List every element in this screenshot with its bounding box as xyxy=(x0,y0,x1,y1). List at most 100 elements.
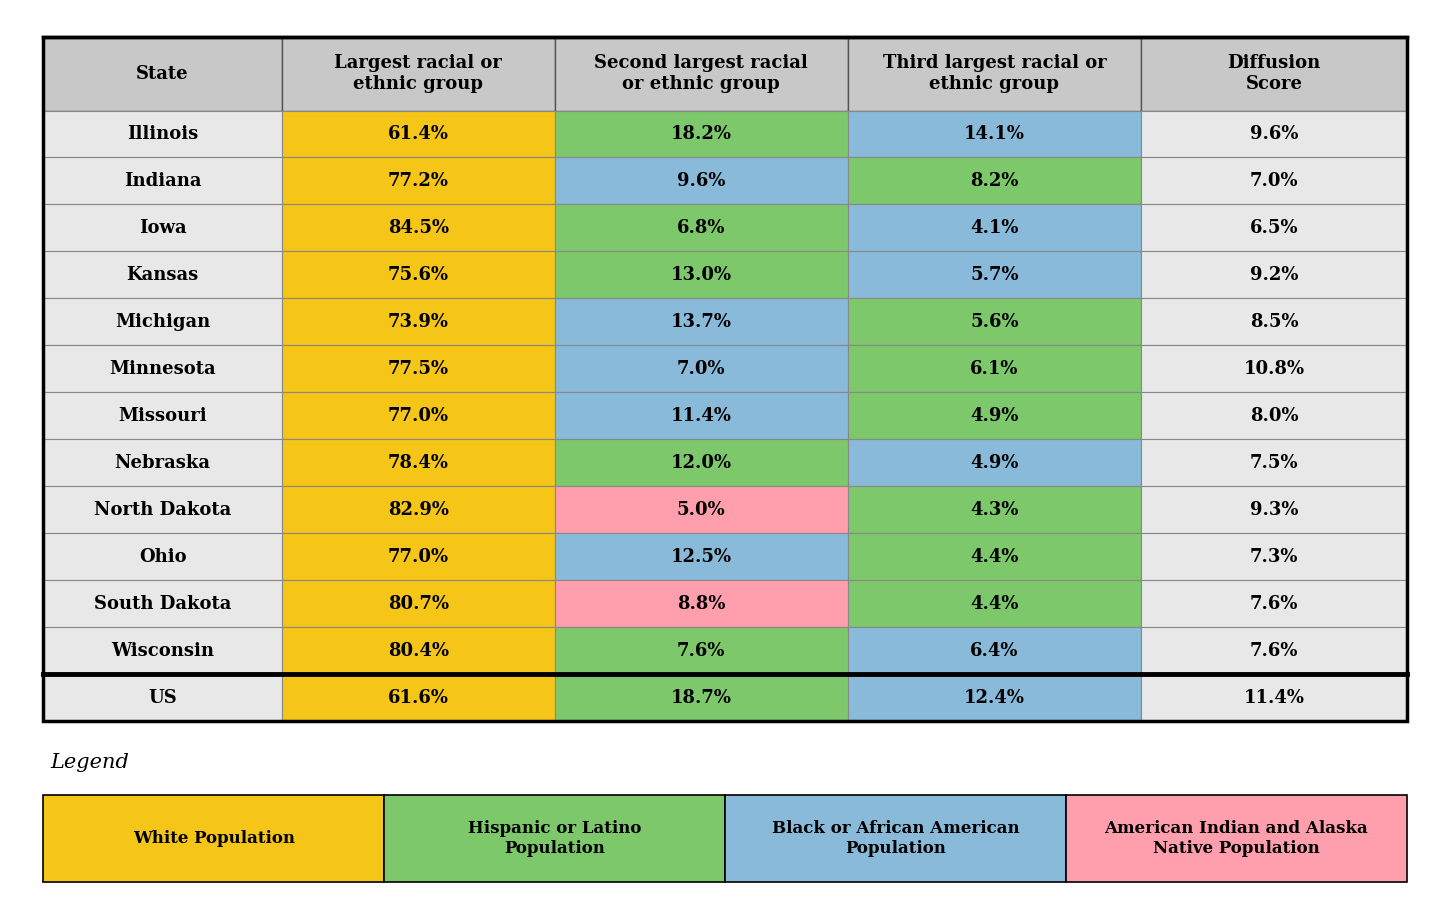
Text: Ohio: Ohio xyxy=(139,548,186,565)
Text: 18.7%: 18.7% xyxy=(671,689,732,706)
Bar xyxy=(554,392,848,439)
Text: 9.2%: 9.2% xyxy=(1250,266,1299,284)
Bar xyxy=(848,392,1141,439)
Bar xyxy=(43,345,281,392)
Text: 75.6%: 75.6% xyxy=(388,266,449,284)
Bar xyxy=(281,392,554,439)
Text: 5.0%: 5.0% xyxy=(677,501,726,519)
Bar xyxy=(848,251,1141,298)
Text: 80.4%: 80.4% xyxy=(388,642,449,659)
Bar xyxy=(43,439,281,486)
Text: 12.4%: 12.4% xyxy=(964,689,1025,706)
Bar xyxy=(1141,674,1407,721)
Bar xyxy=(1141,298,1407,345)
Bar xyxy=(1141,204,1407,251)
Text: 9.6%: 9.6% xyxy=(677,172,726,190)
Text: 80.7%: 80.7% xyxy=(388,595,449,612)
Text: 4.4%: 4.4% xyxy=(970,548,1019,565)
Text: 4.1%: 4.1% xyxy=(970,219,1019,237)
Text: 13.7%: 13.7% xyxy=(671,313,732,331)
Text: 6.1%: 6.1% xyxy=(970,360,1019,378)
Text: Michigan: Michigan xyxy=(115,313,211,331)
Text: 7.3%: 7.3% xyxy=(1250,548,1299,565)
Bar xyxy=(43,37,1407,721)
Bar xyxy=(1141,486,1407,533)
Bar xyxy=(43,533,281,580)
Text: US: US xyxy=(149,689,177,706)
Bar xyxy=(1141,37,1407,111)
Bar xyxy=(554,251,848,298)
Bar xyxy=(43,37,281,111)
Bar xyxy=(848,157,1141,204)
Text: Illinois: Illinois xyxy=(127,125,198,143)
Bar xyxy=(848,627,1141,674)
Text: Third largest racial or
ethnic group: Third largest racial or ethnic group xyxy=(883,54,1107,93)
Text: 11.4%: 11.4% xyxy=(1244,689,1304,706)
Text: 8.8%: 8.8% xyxy=(677,595,726,612)
Text: Nebraska: Nebraska xyxy=(114,454,211,472)
Bar xyxy=(848,674,1141,721)
Bar xyxy=(848,204,1141,251)
Bar xyxy=(848,111,1141,157)
Text: Missouri: Missouri xyxy=(118,407,206,425)
Text: 18.2%: 18.2% xyxy=(671,125,732,143)
Bar xyxy=(554,580,848,627)
Text: 8.0%: 8.0% xyxy=(1250,407,1299,425)
Text: Hispanic or Latino
Population: Hispanic or Latino Population xyxy=(468,821,641,857)
Bar xyxy=(848,37,1141,111)
Bar xyxy=(43,795,384,882)
Bar xyxy=(1141,580,1407,627)
Text: Largest racial or
ethnic group: Largest racial or ethnic group xyxy=(335,54,502,93)
Text: 10.8%: 10.8% xyxy=(1244,360,1304,378)
Text: Legend: Legend xyxy=(51,753,130,773)
Bar xyxy=(848,580,1141,627)
Bar xyxy=(43,251,281,298)
Bar xyxy=(554,627,848,674)
Text: 7.6%: 7.6% xyxy=(1250,642,1299,659)
Text: South Dakota: South Dakota xyxy=(94,595,231,612)
Bar xyxy=(554,486,848,533)
Text: Wisconsin: Wisconsin xyxy=(111,642,214,659)
Text: North Dakota: North Dakota xyxy=(94,501,231,519)
Bar xyxy=(43,627,281,674)
Text: 8.2%: 8.2% xyxy=(970,172,1019,190)
Bar xyxy=(554,37,848,111)
Bar xyxy=(281,345,554,392)
Text: 11.4%: 11.4% xyxy=(671,407,732,425)
Bar xyxy=(848,298,1141,345)
Bar xyxy=(554,345,848,392)
Bar xyxy=(281,251,554,298)
Text: 6.8%: 6.8% xyxy=(677,219,726,237)
Text: 77.0%: 77.0% xyxy=(388,407,449,425)
Text: 8.5%: 8.5% xyxy=(1250,313,1299,331)
Bar xyxy=(281,298,554,345)
Text: 9.3%: 9.3% xyxy=(1250,501,1299,519)
Bar xyxy=(281,674,554,721)
Text: American Indian and Alaska
Native Population: American Indian and Alaska Native Popula… xyxy=(1104,821,1368,857)
Text: Kansas: Kansas xyxy=(127,266,199,284)
Text: 4.3%: 4.3% xyxy=(970,501,1019,519)
Text: 9.6%: 9.6% xyxy=(1250,125,1299,143)
Bar xyxy=(1141,392,1407,439)
Text: 77.5%: 77.5% xyxy=(388,360,449,378)
Text: 77.2%: 77.2% xyxy=(388,172,449,190)
Bar xyxy=(1141,345,1407,392)
Text: 7.5%: 7.5% xyxy=(1250,454,1299,472)
Text: 61.4%: 61.4% xyxy=(388,125,449,143)
Bar xyxy=(43,298,281,345)
Text: 73.9%: 73.9% xyxy=(388,313,449,331)
Text: 61.6%: 61.6% xyxy=(388,689,449,706)
Bar xyxy=(848,486,1141,533)
Bar xyxy=(281,533,554,580)
Text: 12.5%: 12.5% xyxy=(671,548,732,565)
Text: 5.7%: 5.7% xyxy=(970,266,1019,284)
Text: 7.0%: 7.0% xyxy=(677,360,726,378)
Text: 6.5%: 6.5% xyxy=(1250,219,1299,237)
Text: 82.9%: 82.9% xyxy=(388,501,449,519)
Bar xyxy=(724,795,1066,882)
Text: 7.6%: 7.6% xyxy=(1250,595,1299,612)
Bar xyxy=(43,111,281,157)
Bar xyxy=(554,674,848,721)
Text: 4.9%: 4.9% xyxy=(970,454,1019,472)
Bar xyxy=(43,486,281,533)
